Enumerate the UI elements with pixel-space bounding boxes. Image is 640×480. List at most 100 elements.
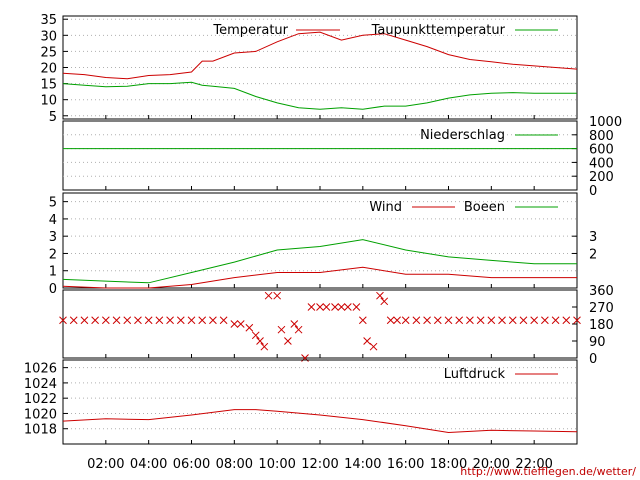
direction-marker (219, 316, 228, 325)
x-tick-label: 14:00 (344, 457, 381, 472)
y-tick-label: 800 (589, 129, 614, 144)
x-tick-label: 22:00 (515, 457, 552, 472)
direction-marker (498, 316, 506, 325)
series-line-luftdruck (62, 409, 578, 434)
direction-marker (519, 316, 528, 325)
direction-marker (230, 320, 239, 328)
direction-marker (112, 316, 121, 325)
y-tick-label: 360 (589, 284, 614, 299)
direction-marker (176, 316, 185, 325)
direction-marker (101, 316, 110, 325)
y-tick-label: 2 (49, 247, 57, 262)
direction-marker (573, 316, 581, 325)
direction-marker (236, 320, 245, 328)
direction-marker (386, 316, 395, 325)
y-tick-label: 1000 (589, 115, 622, 130)
y-tick-label: 20 (40, 62, 57, 77)
y-tick-label-right: 2 (589, 247, 597, 262)
direction-marker (294, 325, 303, 334)
x-tick-label: 04:00 (130, 457, 167, 472)
direction-marker (59, 316, 67, 325)
direction-marker (91, 316, 99, 325)
direction-marker (358, 316, 367, 325)
y-tick-label: 10 (40, 94, 57, 109)
direction-marker (155, 316, 164, 325)
direction-marker (187, 316, 196, 325)
y-tick-label-right: 3 (589, 230, 597, 245)
direction-marker (423, 316, 431, 325)
direction-marker (198, 316, 207, 325)
x-tick-label: 18:00 (430, 457, 467, 472)
direction-marker (264, 291, 273, 300)
direction-marker (487, 316, 496, 325)
direction-marker (307, 303, 316, 311)
direction-marker (290, 320, 299, 328)
direction-marker (251, 331, 260, 340)
series-line-boeen (62, 239, 577, 284)
direction-marker (412, 316, 421, 325)
direction-marker (166, 316, 174, 325)
direction-marker (541, 316, 549, 325)
y-tick-label: 5 (49, 110, 57, 125)
direction-marker (284, 337, 292, 345)
direction-marker (69, 316, 78, 325)
direction-marker (551, 316, 560, 325)
x-tick-label: 20:00 (473, 457, 510, 472)
panel-wind: 0 1 2 3 4 5 2 3 Wind Boeen (49, 192, 597, 297)
y-tick-label: 30 (40, 29, 57, 44)
panel-wind-direction: 0 90 180 270 360 (59, 284, 614, 367)
y-tick-label: 1026 (24, 362, 57, 377)
x-tick-label: 12:00 (301, 457, 338, 472)
series-line-taupunkttemperatur (62, 81, 577, 110)
y-tick-label: 600 (589, 143, 614, 158)
direction-marker (337, 303, 346, 311)
y-tick-label: 3 (49, 230, 57, 245)
series-line-temperatur (62, 31, 578, 80)
direction-marker (343, 303, 352, 311)
direction-marker (369, 342, 378, 351)
y-tick-label: 35 (40, 13, 57, 28)
direction-marker (562, 316, 571, 325)
legend-label: Boeen (464, 200, 505, 215)
legend-label: Wind (369, 200, 402, 215)
direction-marker (380, 297, 389, 306)
legend-label: Taupunkttemperatur (371, 23, 506, 38)
direction-marker (352, 303, 361, 311)
direction-marker (123, 316, 132, 325)
y-tick-label: 5 (49, 196, 57, 211)
direction-marker (245, 323, 254, 332)
x-tick-label: 06:00 (173, 457, 210, 472)
direction-marker (209, 316, 217, 325)
series-line-wind (62, 266, 577, 289)
y-tick-label: 1024 (24, 377, 57, 392)
y-tick-label: 400 (589, 156, 614, 171)
direction-marker (508, 316, 517, 325)
direction-marker (376, 291, 384, 300)
direction-marker (277, 325, 286, 334)
direction-marker (530, 316, 539, 325)
y-tick-label: 1022 (24, 392, 57, 407)
direction-marker (144, 316, 153, 325)
legend-label: Luftdruck (444, 367, 506, 382)
direction-marker (322, 303, 331, 311)
y-tick-label: 90 (589, 335, 606, 350)
legend-label: Niederschlag (420, 128, 505, 143)
direction-marker (331, 303, 339, 311)
direction-marker (316, 303, 324, 311)
direction-marker (455, 316, 464, 325)
direction-marker (80, 316, 89, 325)
direction-marker (433, 316, 442, 325)
direction-marker (273, 291, 282, 300)
y-tick-label: 1 (49, 265, 57, 280)
y-tick-label: 0 (589, 352, 597, 367)
y-tick-label: 0 (589, 184, 597, 199)
direction-marker (401, 316, 410, 325)
y-tick-label: 4 (49, 213, 57, 228)
y-tick-label: 1020 (24, 407, 57, 422)
direction-marker (260, 342, 269, 351)
